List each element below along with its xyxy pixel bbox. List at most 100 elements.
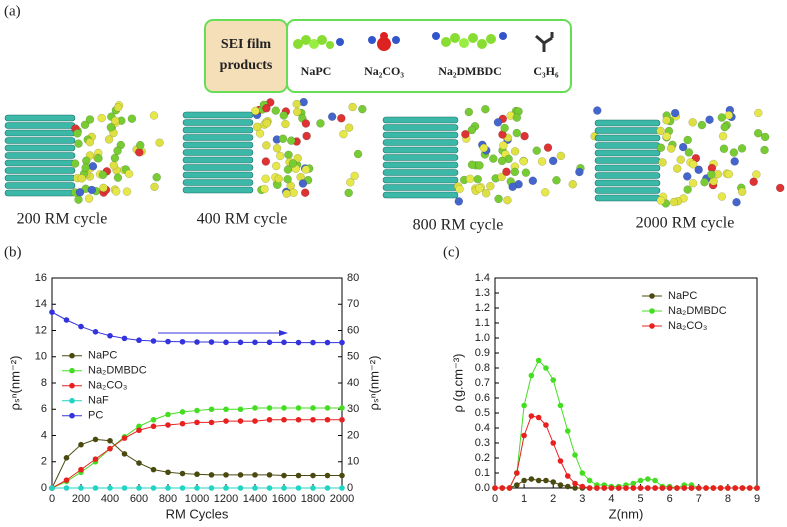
atom	[683, 135, 692, 145]
atom	[662, 132, 671, 141]
x-tick-label: 9	[754, 493, 760, 505]
atom	[113, 146, 122, 156]
point	[121, 435, 128, 441]
point	[295, 339, 302, 346]
point	[252, 339, 258, 346]
y2-tick-label: 0	[347, 482, 353, 494]
snapshots	[4, 97, 785, 208]
atom	[510, 167, 520, 177]
atom	[749, 177, 758, 187]
atom	[109, 161, 119, 170]
point	[324, 405, 331, 411]
point	[295, 405, 302, 411]
point	[136, 485, 142, 491]
point	[194, 485, 200, 491]
panel-label: (a)	[4, 3, 21, 19]
point	[49, 485, 55, 491]
point	[121, 335, 128, 342]
graphene-layer	[4, 152, 76, 159]
point	[310, 472, 316, 479]
atom	[493, 118, 503, 127]
x-tick-label: 5	[637, 493, 643, 505]
point	[208, 485, 215, 491]
atom	[760, 132, 770, 142]
atom	[508, 182, 517, 192]
point	[252, 418, 258, 424]
graphene-layer	[182, 126, 254, 134]
atom	[98, 170, 108, 180]
atom	[528, 176, 538, 186]
point	[266, 472, 273, 478]
graphene-layer	[594, 179, 661, 187]
x-tick-label: 4	[608, 493, 614, 505]
graphene-layer	[182, 164, 254, 171]
atom	[489, 154, 498, 163]
x-axis-label: RM Cycles	[166, 506, 229, 521]
point	[107, 437, 113, 444]
atom	[110, 153, 120, 163]
graphene-layer	[594, 157, 661, 164]
atom	[327, 112, 337, 121]
x-tick-label: 1400	[243, 493, 267, 505]
atom	[111, 187, 121, 196]
atom	[298, 179, 308, 188]
graphene-layer	[182, 156, 254, 164]
atom	[473, 174, 483, 184]
point	[107, 445, 113, 452]
point	[615, 485, 622, 491]
point	[194, 419, 200, 426]
x-tick-label: 2	[550, 493, 556, 505]
atom	[275, 151, 285, 161]
atom	[568, 179, 578, 189]
point	[543, 365, 549, 371]
point	[594, 485, 600, 491]
x-tick-label: 1600	[272, 493, 296, 505]
point	[572, 485, 578, 491]
panel-label: (c)	[443, 244, 460, 260]
y-tick-label: 0	[41, 482, 47, 494]
atom	[532, 146, 541, 155]
point	[492, 485, 498, 491]
y-tick-label: 14	[35, 298, 47, 310]
point	[194, 339, 200, 345]
atom	[718, 131, 728, 141]
legend-marker	[649, 308, 655, 314]
point	[179, 409, 186, 415]
atom	[512, 113, 522, 122]
y-tick-label: 0.2	[475, 452, 490, 464]
x-tick-label: 6	[667, 493, 673, 505]
atom	[124, 169, 134, 179]
point	[92, 436, 99, 443]
atom	[455, 184, 464, 194]
atom	[662, 116, 671, 125]
legend-title-box	[204, 19, 288, 93]
point	[339, 472, 345, 479]
atom	[288, 159, 298, 168]
y-tick-label: 2	[41, 456, 47, 468]
point	[179, 420, 186, 427]
graphene-layer	[382, 176, 459, 184]
point	[150, 338, 157, 344]
point	[528, 476, 535, 482]
point	[324, 416, 331, 423]
atom	[548, 156, 558, 166]
atom	[720, 122, 729, 132]
point	[223, 472, 229, 478]
atom	[135, 148, 144, 157]
point	[543, 422, 549, 428]
atom	[737, 144, 747, 153]
x-tick-label: 1200	[214, 493, 238, 505]
point	[150, 466, 157, 473]
point	[252, 485, 258, 491]
y-tick-label: 8	[41, 377, 47, 389]
graphene-layer	[4, 144, 76, 152]
atom	[99, 183, 108, 193]
atom	[467, 160, 477, 169]
x-tick-label: 400	[101, 493, 119, 505]
legend-marker	[69, 352, 75, 359]
atom	[521, 168, 531, 177]
y-tick-label: 0.0	[475, 482, 490, 494]
point	[136, 427, 142, 434]
atom	[656, 126, 665, 136]
point	[78, 485, 84, 491]
